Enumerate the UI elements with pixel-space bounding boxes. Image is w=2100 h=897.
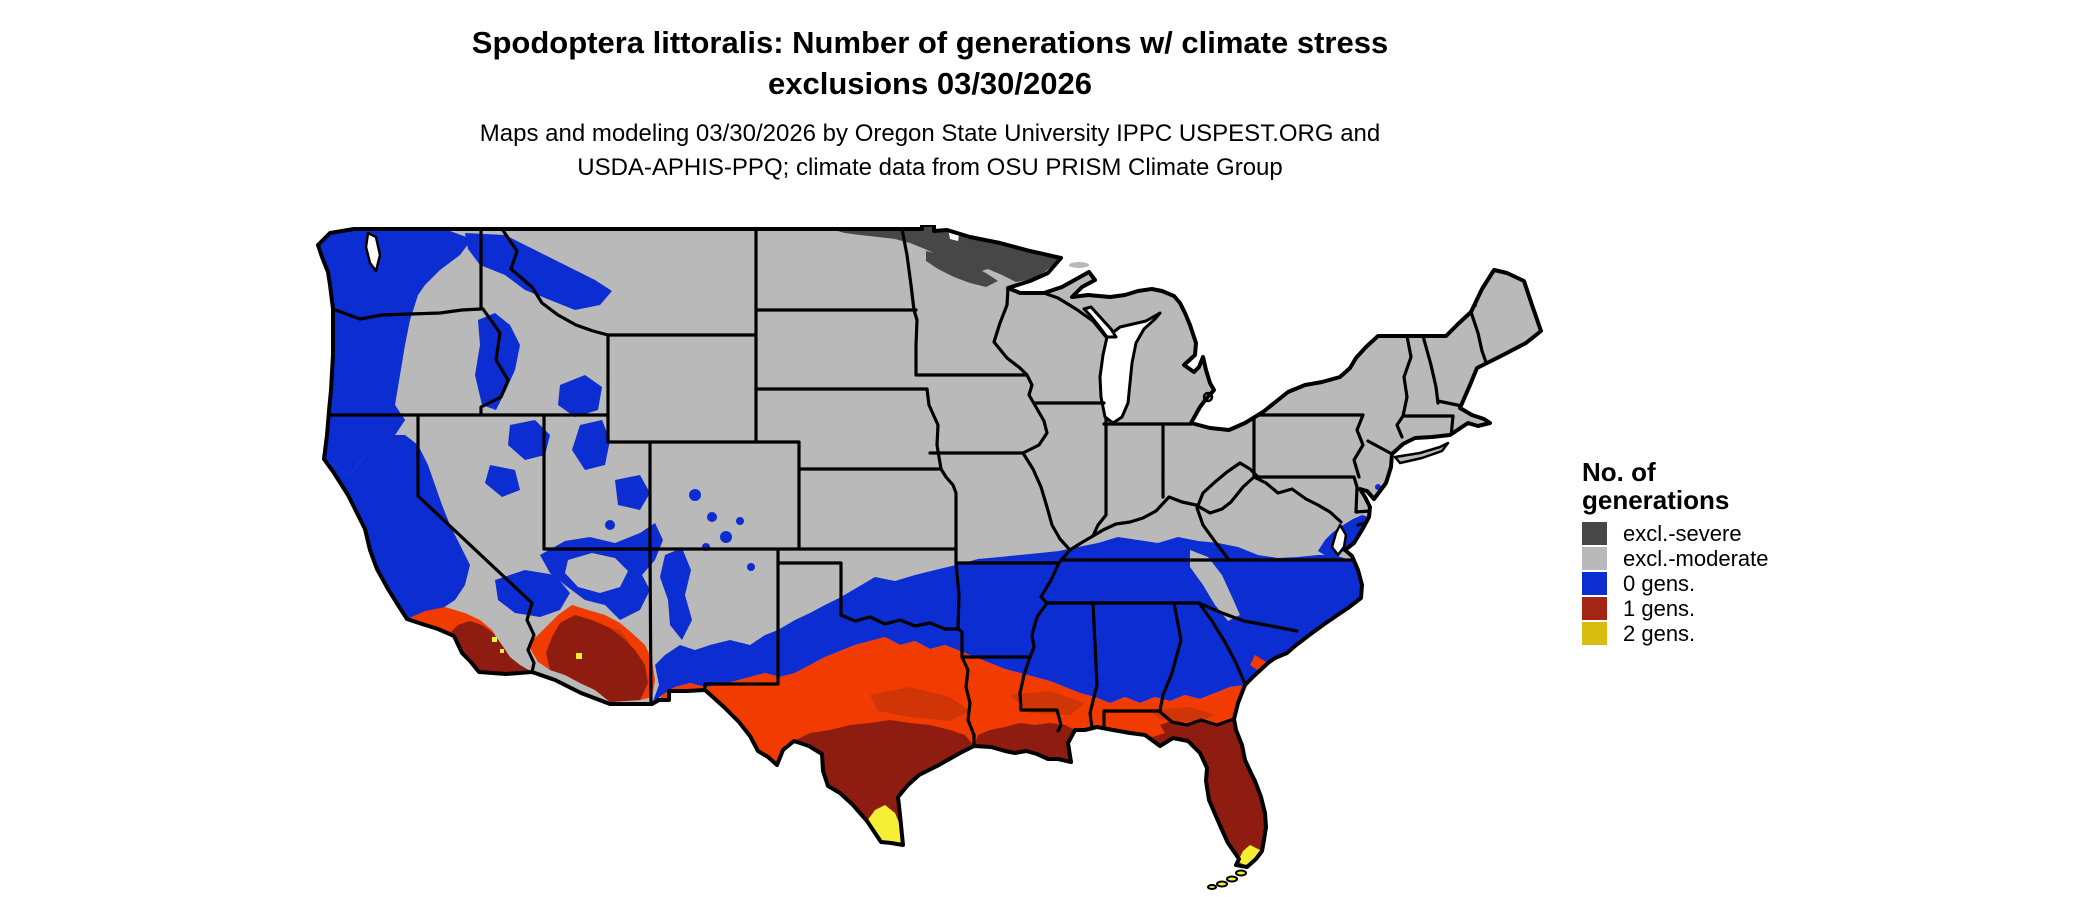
- map-header: Spodoptera littoralis: Number of generat…: [310, 22, 1550, 185]
- moderate-overlay-region: [565, 550, 1240, 621]
- legend-title-line1: No. of: [1582, 457, 1656, 487]
- legend-label-2-gens: 2 gens.: [1623, 621, 1696, 646]
- legend-label-excl-moderate: excl.-moderate: [1623, 546, 1769, 571]
- legend-swatch-excl-moderate: [1582, 547, 1607, 570]
- legend-item-0-gens: 0 gens.: [1582, 572, 1842, 595]
- map-subtitle-line2: USDA-APHIS-PPQ; climate data from OSU PR…: [577, 154, 1283, 181]
- legend-label-1-gens: 1 gens.: [1623, 596, 1696, 621]
- legend-swatch-0-gens: [1582, 572, 1607, 595]
- conus-outline: [316, 223, 1543, 869]
- map-title-line1: Spodoptera littoralis: Number of generat…: [471, 25, 1389, 60]
- legend-item-1-gens: 1 gens.: [1582, 597, 1842, 620]
- chesapeake-bay: [1330, 523, 1348, 557]
- map-subtitle-line1: Maps and modeling 03/30/2026 by Oregon S…: [479, 120, 1381, 147]
- map-svg: [316, 223, 1543, 890]
- lake-michigan: [364, 231, 1348, 557]
- legend-items: excl.-severe excl.-moderate 0 gens. 1 ge…: [1582, 522, 1842, 645]
- legend-swatch-excl-severe: [1582, 522, 1607, 545]
- legend-swatch-1-gens: [1582, 597, 1607, 620]
- legend-item-excl-severe: excl.-severe: [1582, 522, 1842, 545]
- legend-item-2-gens: 2 gens.: [1582, 622, 1842, 645]
- two-gens-region: [492, 637, 1262, 867]
- legend-title-line2: generations: [1582, 485, 1730, 515]
- long-island: [1393, 441, 1450, 465]
- state-borders: [328, 227, 1489, 748]
- legend-label-0-gens: 0 gens.: [1623, 571, 1696, 596]
- puget-sound: [364, 231, 382, 273]
- legend-swatch-2-gens: [1582, 622, 1607, 645]
- map-subtitle: Maps and modeling 03/30/2026 by Oregon S…: [310, 117, 1550, 185]
- legend-item-excl-moderate: excl.-moderate: [1582, 547, 1842, 570]
- conus-generations-map: [310, 223, 1550, 892]
- islands: [1069, 262, 1450, 890]
- map-legend: No. of generations excl.-severe excl.-mo…: [1582, 458, 1842, 647]
- isle-royale: [1069, 262, 1089, 268]
- map-title-line2: exclusions 03/30/2026: [767, 66, 1092, 101]
- florida-keys: [1207, 869, 1247, 890]
- legend-label-excl-severe: excl.-severe: [1623, 521, 1742, 546]
